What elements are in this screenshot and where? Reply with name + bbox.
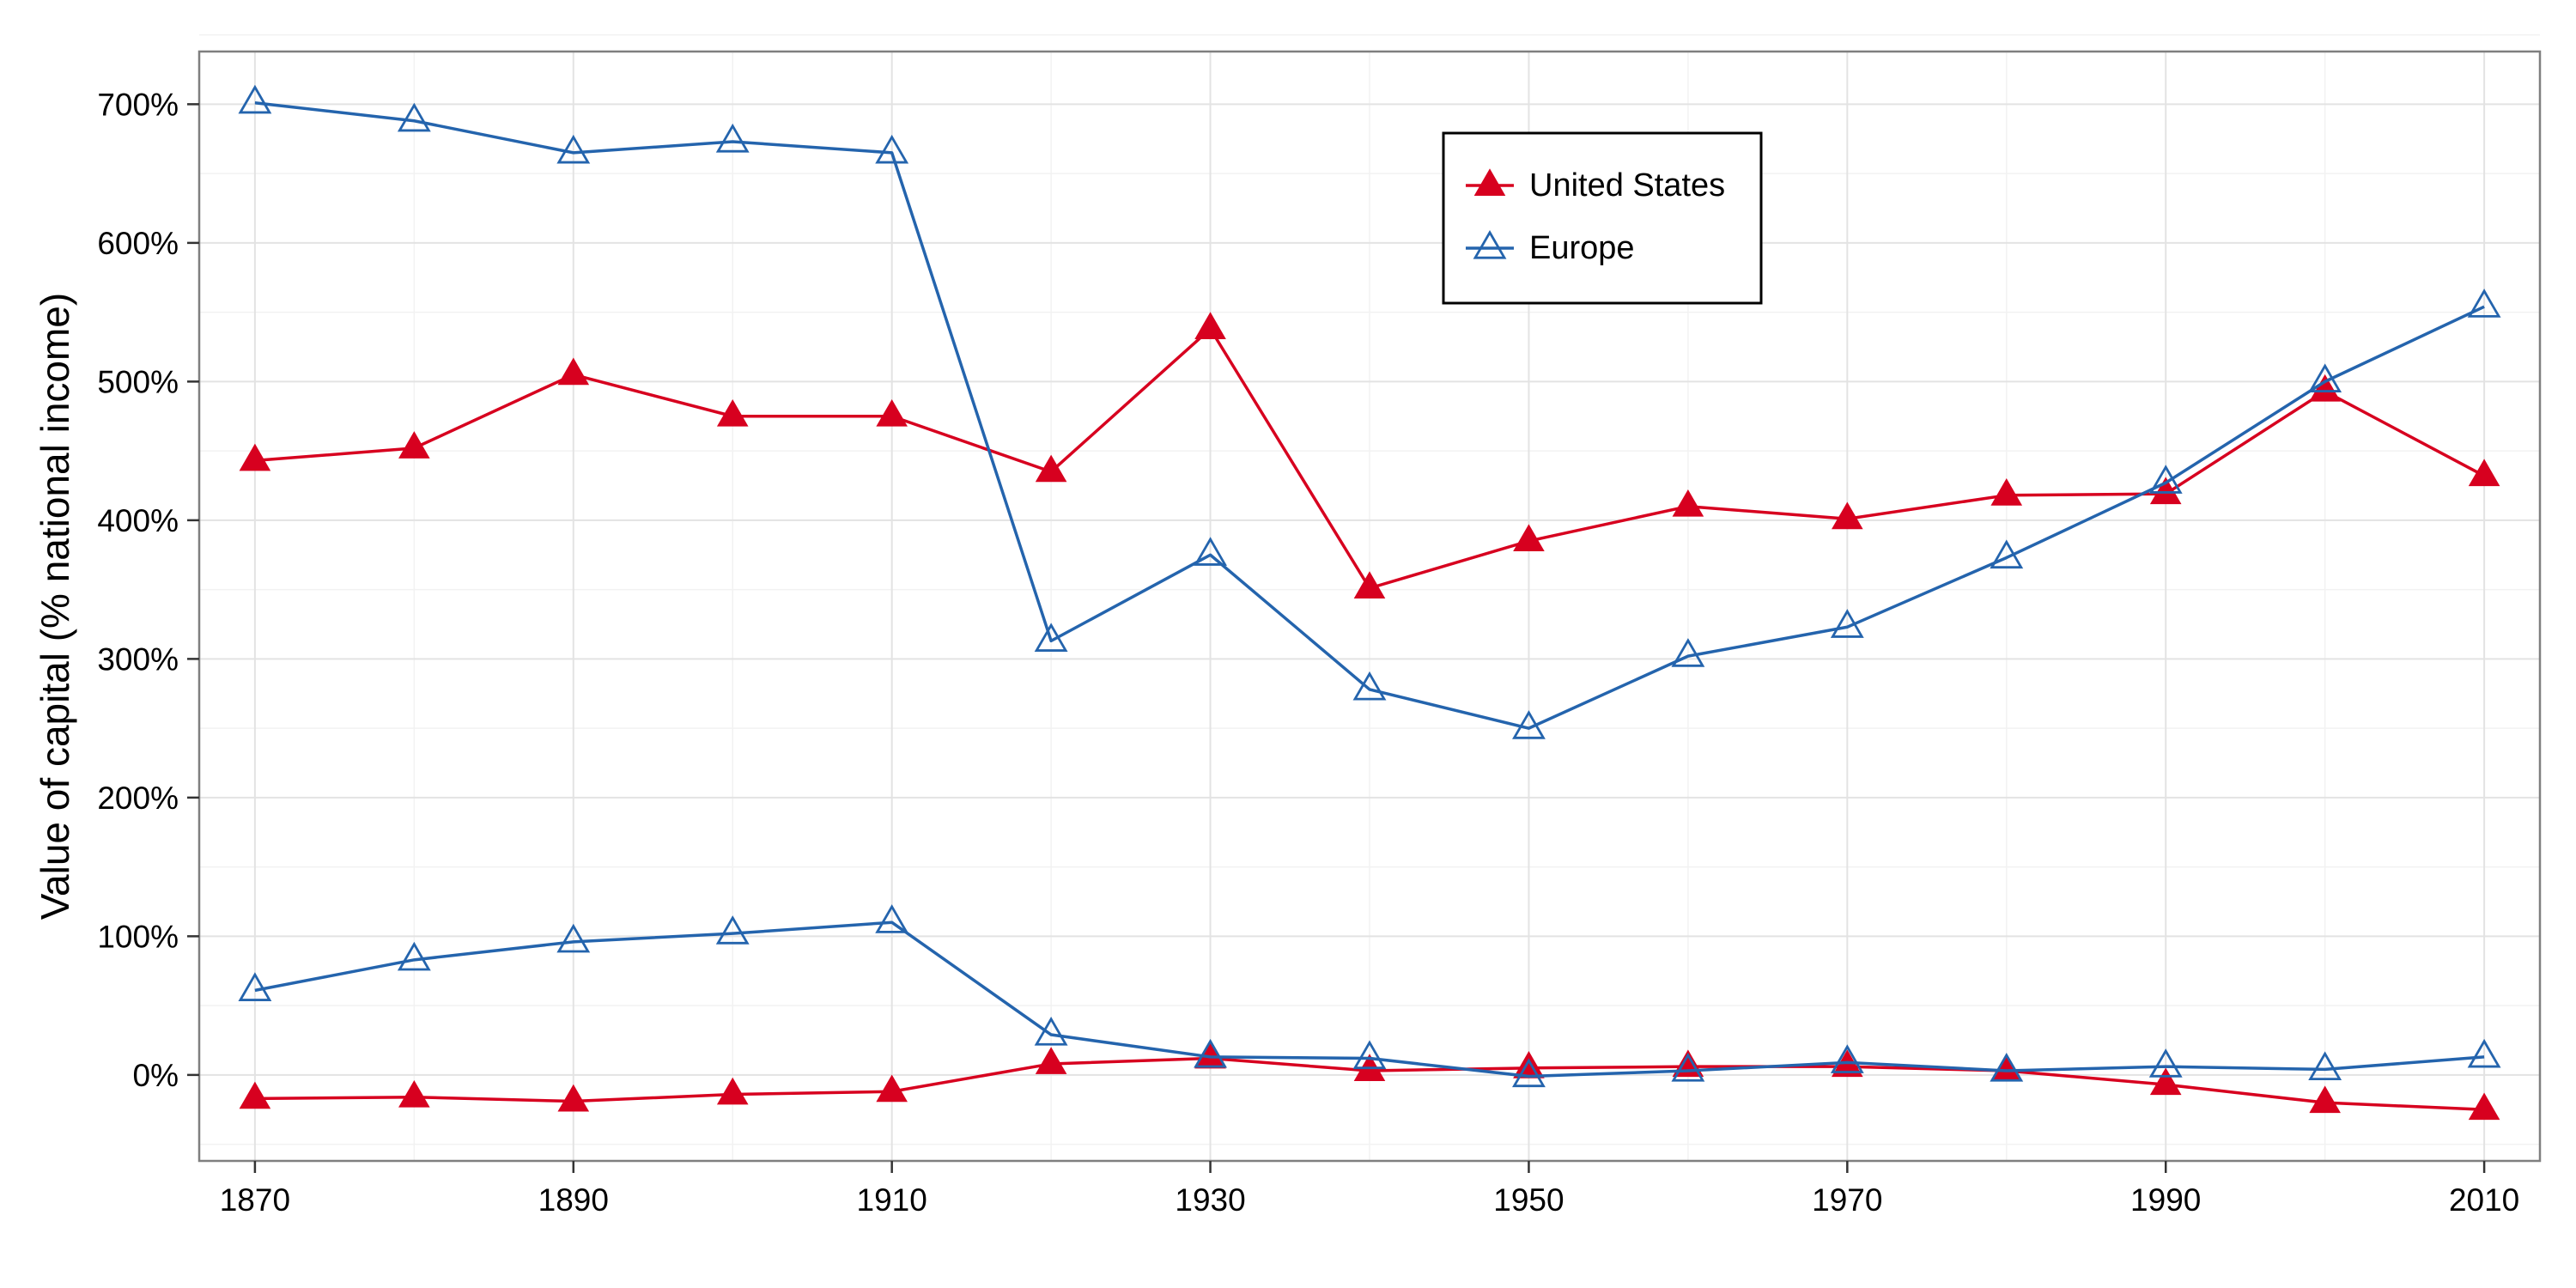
data-point bbox=[557, 357, 590, 386]
data-point bbox=[716, 1077, 749, 1105]
data-point bbox=[1990, 539, 2024, 569]
data-point bbox=[2149, 477, 2182, 505]
data-point bbox=[239, 1081, 271, 1109]
data-point bbox=[1832, 501, 1863, 530]
data-point bbox=[1512, 710, 1546, 739]
data-point bbox=[2467, 1038, 2501, 1068]
series-europe-upper bbox=[238, 84, 2501, 739]
y-tick-label: 400% bbox=[97, 503, 179, 538]
series-line bbox=[254, 920, 2485, 1078]
data-point bbox=[2309, 1085, 2341, 1114]
data-point bbox=[1671, 1052, 1705, 1082]
plot-border bbox=[197, 50, 2542, 1163]
data-point bbox=[556, 134, 591, 164]
data-point bbox=[876, 1074, 908, 1103]
data-point bbox=[876, 398, 908, 427]
data-point bbox=[239, 443, 271, 471]
data-point bbox=[2309, 374, 2341, 402]
data-point bbox=[2468, 1092, 2500, 1121]
data-point bbox=[875, 904, 909, 933]
series-europe-lower bbox=[238, 904, 2501, 1088]
data-point bbox=[1990, 478, 2023, 506]
data-point bbox=[715, 915, 750, 945]
x-tick-label: 1930 bbox=[1175, 1182, 1245, 1218]
y-tick-label: 500% bbox=[97, 364, 179, 399]
data-point bbox=[1513, 524, 1545, 552]
data-point bbox=[1672, 489, 1704, 517]
legend-label: United States bbox=[1529, 167, 1725, 204]
y-tick-label: 200% bbox=[97, 781, 179, 816]
x-tick-label: 1910 bbox=[857, 1182, 927, 1218]
data-point bbox=[1512, 1058, 1546, 1088]
data-point bbox=[397, 102, 431, 132]
legend-item-europe: Europe bbox=[1466, 229, 1635, 266]
data-point bbox=[2308, 1051, 2342, 1080]
x-tick-label: 1870 bbox=[220, 1182, 290, 1218]
data-point bbox=[1830, 609, 1864, 638]
data-point bbox=[557, 1084, 590, 1112]
data-point bbox=[2149, 1067, 2182, 1096]
legend-item-united-states: United States bbox=[1466, 167, 1725, 204]
data-point bbox=[875, 134, 909, 164]
data-point bbox=[1194, 312, 1226, 339]
legend-items: United States Europe bbox=[1466, 167, 1725, 266]
data-point bbox=[1352, 671, 1387, 701]
x-tick-label: 1990 bbox=[2130, 1182, 2201, 1218]
data-point bbox=[2467, 289, 2501, 318]
data-point bbox=[238, 972, 272, 1001]
data-point bbox=[1035, 1047, 1067, 1074]
legend: United States Europe bbox=[1442, 131, 1763, 305]
grid bbox=[199, 33, 2540, 1161]
legend-marker bbox=[1473, 229, 1507, 259]
data-point bbox=[715, 123, 750, 153]
data-point bbox=[398, 1079, 430, 1108]
data-point bbox=[1830, 1044, 1864, 1073]
data-point bbox=[1990, 1052, 2024, 1082]
legend-label: Europe bbox=[1529, 230, 1635, 266]
data-point bbox=[1194, 537, 1227, 566]
series-united-states-upper bbox=[239, 312, 2500, 598]
y-tick-label: 0% bbox=[133, 1058, 179, 1093]
y-axis-title: Value of capital (% national income) bbox=[33, 293, 77, 920]
legend-box bbox=[1442, 131, 1763, 305]
data-point bbox=[2308, 363, 2342, 392]
data-point bbox=[1990, 1054, 2023, 1081]
y-tick-label: 600% bbox=[97, 226, 179, 261]
x-tick-label: 2010 bbox=[2449, 1182, 2519, 1218]
x-tick-label: 1970 bbox=[1812, 1182, 1882, 1218]
legend-marker bbox=[1473, 168, 1506, 196]
data-point bbox=[2148, 465, 2183, 494]
data-point bbox=[1671, 638, 1705, 667]
x-tick-label: 1890 bbox=[538, 1182, 609, 1218]
y-tick-label: 700% bbox=[97, 87, 179, 122]
data-point bbox=[2468, 459, 2500, 487]
x-tick-label: 1950 bbox=[1493, 1182, 1564, 1218]
data-point bbox=[1034, 623, 1068, 652]
data-point bbox=[238, 84, 272, 114]
data-point bbox=[397, 941, 431, 971]
data-point bbox=[716, 398, 749, 427]
series bbox=[238, 84, 2501, 1121]
data-point bbox=[1353, 571, 1386, 598]
data-point bbox=[1034, 1016, 1068, 1046]
axes: 0% 100% 200% 300% 400% 500% 600% 700% 1870 1890 19… bbox=[97, 87, 2519, 1218]
data-point bbox=[1352, 1040, 1387, 1070]
data-point bbox=[1035, 454, 1067, 483]
data-point bbox=[2148, 1048, 2183, 1078]
y-tick-label: 100% bbox=[97, 919, 179, 954]
data-point bbox=[398, 431, 430, 459]
y-tick-label: 300% bbox=[97, 641, 179, 677]
data-point bbox=[556, 923, 591, 953]
data-point bbox=[1194, 1038, 1227, 1068]
series-line bbox=[254, 101, 2485, 730]
